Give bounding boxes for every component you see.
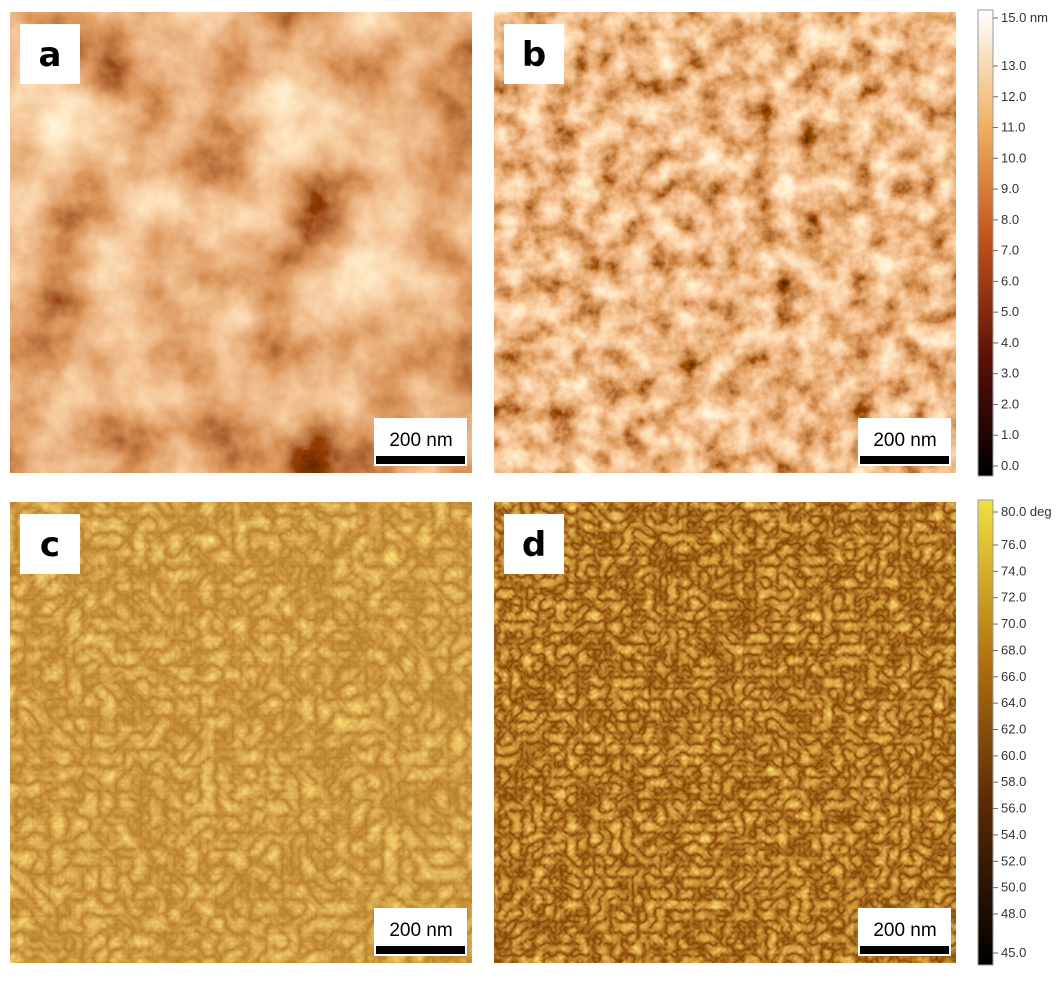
colorbar-tick-label: 72.0	[1001, 590, 1026, 605]
colorbar-tick-label: 80.0 deg	[1001, 504, 1052, 519]
colorbar-tick-label: 6.0	[1001, 273, 1019, 288]
scale-bar	[376, 946, 465, 954]
colorbar-tick-label: 15.0 nm	[1001, 10, 1048, 25]
colorbar-tick-label: 62.0	[1001, 722, 1026, 737]
colorbar-tick-label: 68.0	[1001, 642, 1026, 657]
colorbar-tick-label: 52.0	[1001, 853, 1026, 868]
afm-panel: d 200 nm	[494, 502, 956, 963]
colorbar-tick-label: 1.0	[1001, 427, 1019, 442]
colorbar-tick-label: 13.0	[1001, 58, 1026, 73]
colorbar-tick-label: 48.0	[1001, 906, 1026, 921]
colorbar-tick-label: 11.0	[1001, 120, 1025, 135]
panel-label: a	[39, 35, 62, 75]
colorbar-tick-label: 7.0	[1001, 243, 1019, 258]
scale-bar	[860, 946, 949, 954]
colorbar-tick-label: 9.0	[1001, 181, 1019, 196]
colorbar	[978, 500, 993, 965]
panel-label: d	[522, 525, 546, 565]
colorbar-tick-label: 74.0	[1001, 563, 1026, 578]
colorbar-tick-label: 45.0	[1001, 945, 1026, 960]
scale-bar	[376, 456, 465, 464]
afm-panel: b 200 nm	[494, 12, 956, 473]
scale-bar-label: 200 nm	[389, 920, 452, 941]
figure: a 200 nm b 200 nm c 200 nm d 200 nm 15.0 nm 13.0…	[0, 0, 1063, 983]
colorbar-tick-label: 5.0	[1001, 304, 1019, 319]
panel-label: b	[522, 35, 546, 75]
scale-bar-label: 200 nm	[873, 430, 936, 451]
colorbar-tick-label: 58.0	[1001, 774, 1026, 789]
colorbar-tick-label: 3.0	[1001, 366, 1019, 381]
colorbar-tick-label: 60.0	[1001, 748, 1026, 763]
scale-bar-label: 200 nm	[873, 920, 936, 941]
colorbar-ticks: 15.0 nm 13.0 12.0 11.0 10.0 9.0 8.0 7.0 6.0 5.0 4.…	[993, 10, 1052, 960]
colorbar-tick-label: 10.0	[1001, 150, 1026, 165]
colorbar-tick-label: 0.0	[1001, 458, 1019, 473]
scale-bar	[860, 456, 949, 464]
afm-panel: c 200 nm	[10, 502, 472, 963]
colorbar-tick-label: 2.0	[1001, 396, 1019, 411]
colorbar-tick-label: 64.0	[1001, 695, 1026, 710]
colorbar-tick-label: 50.0	[1001, 880, 1026, 895]
colorbar-tick-label: 76.0	[1001, 537, 1026, 552]
colorbar-tick-label: 66.0	[1001, 669, 1026, 684]
panels: a 200 nm b 200 nm c 200 nm d 200 nm	[10, 12, 956, 963]
afm-panel: a 200 nm	[10, 12, 472, 473]
scale-bar-label: 200 nm	[389, 430, 452, 451]
colorbar-tick-label: 12.0	[1001, 89, 1026, 104]
colorbar-tick-label: 54.0	[1001, 827, 1026, 842]
panel-label: c	[40, 525, 60, 565]
colorbar-tick-label: 4.0	[1001, 335, 1019, 350]
colorbar-tick-label: 8.0	[1001, 212, 1019, 227]
colorbar	[978, 10, 993, 476]
colorbar-tick-label: 70.0	[1001, 616, 1026, 631]
colorbar-tick-label: 56.0	[1001, 801, 1026, 816]
